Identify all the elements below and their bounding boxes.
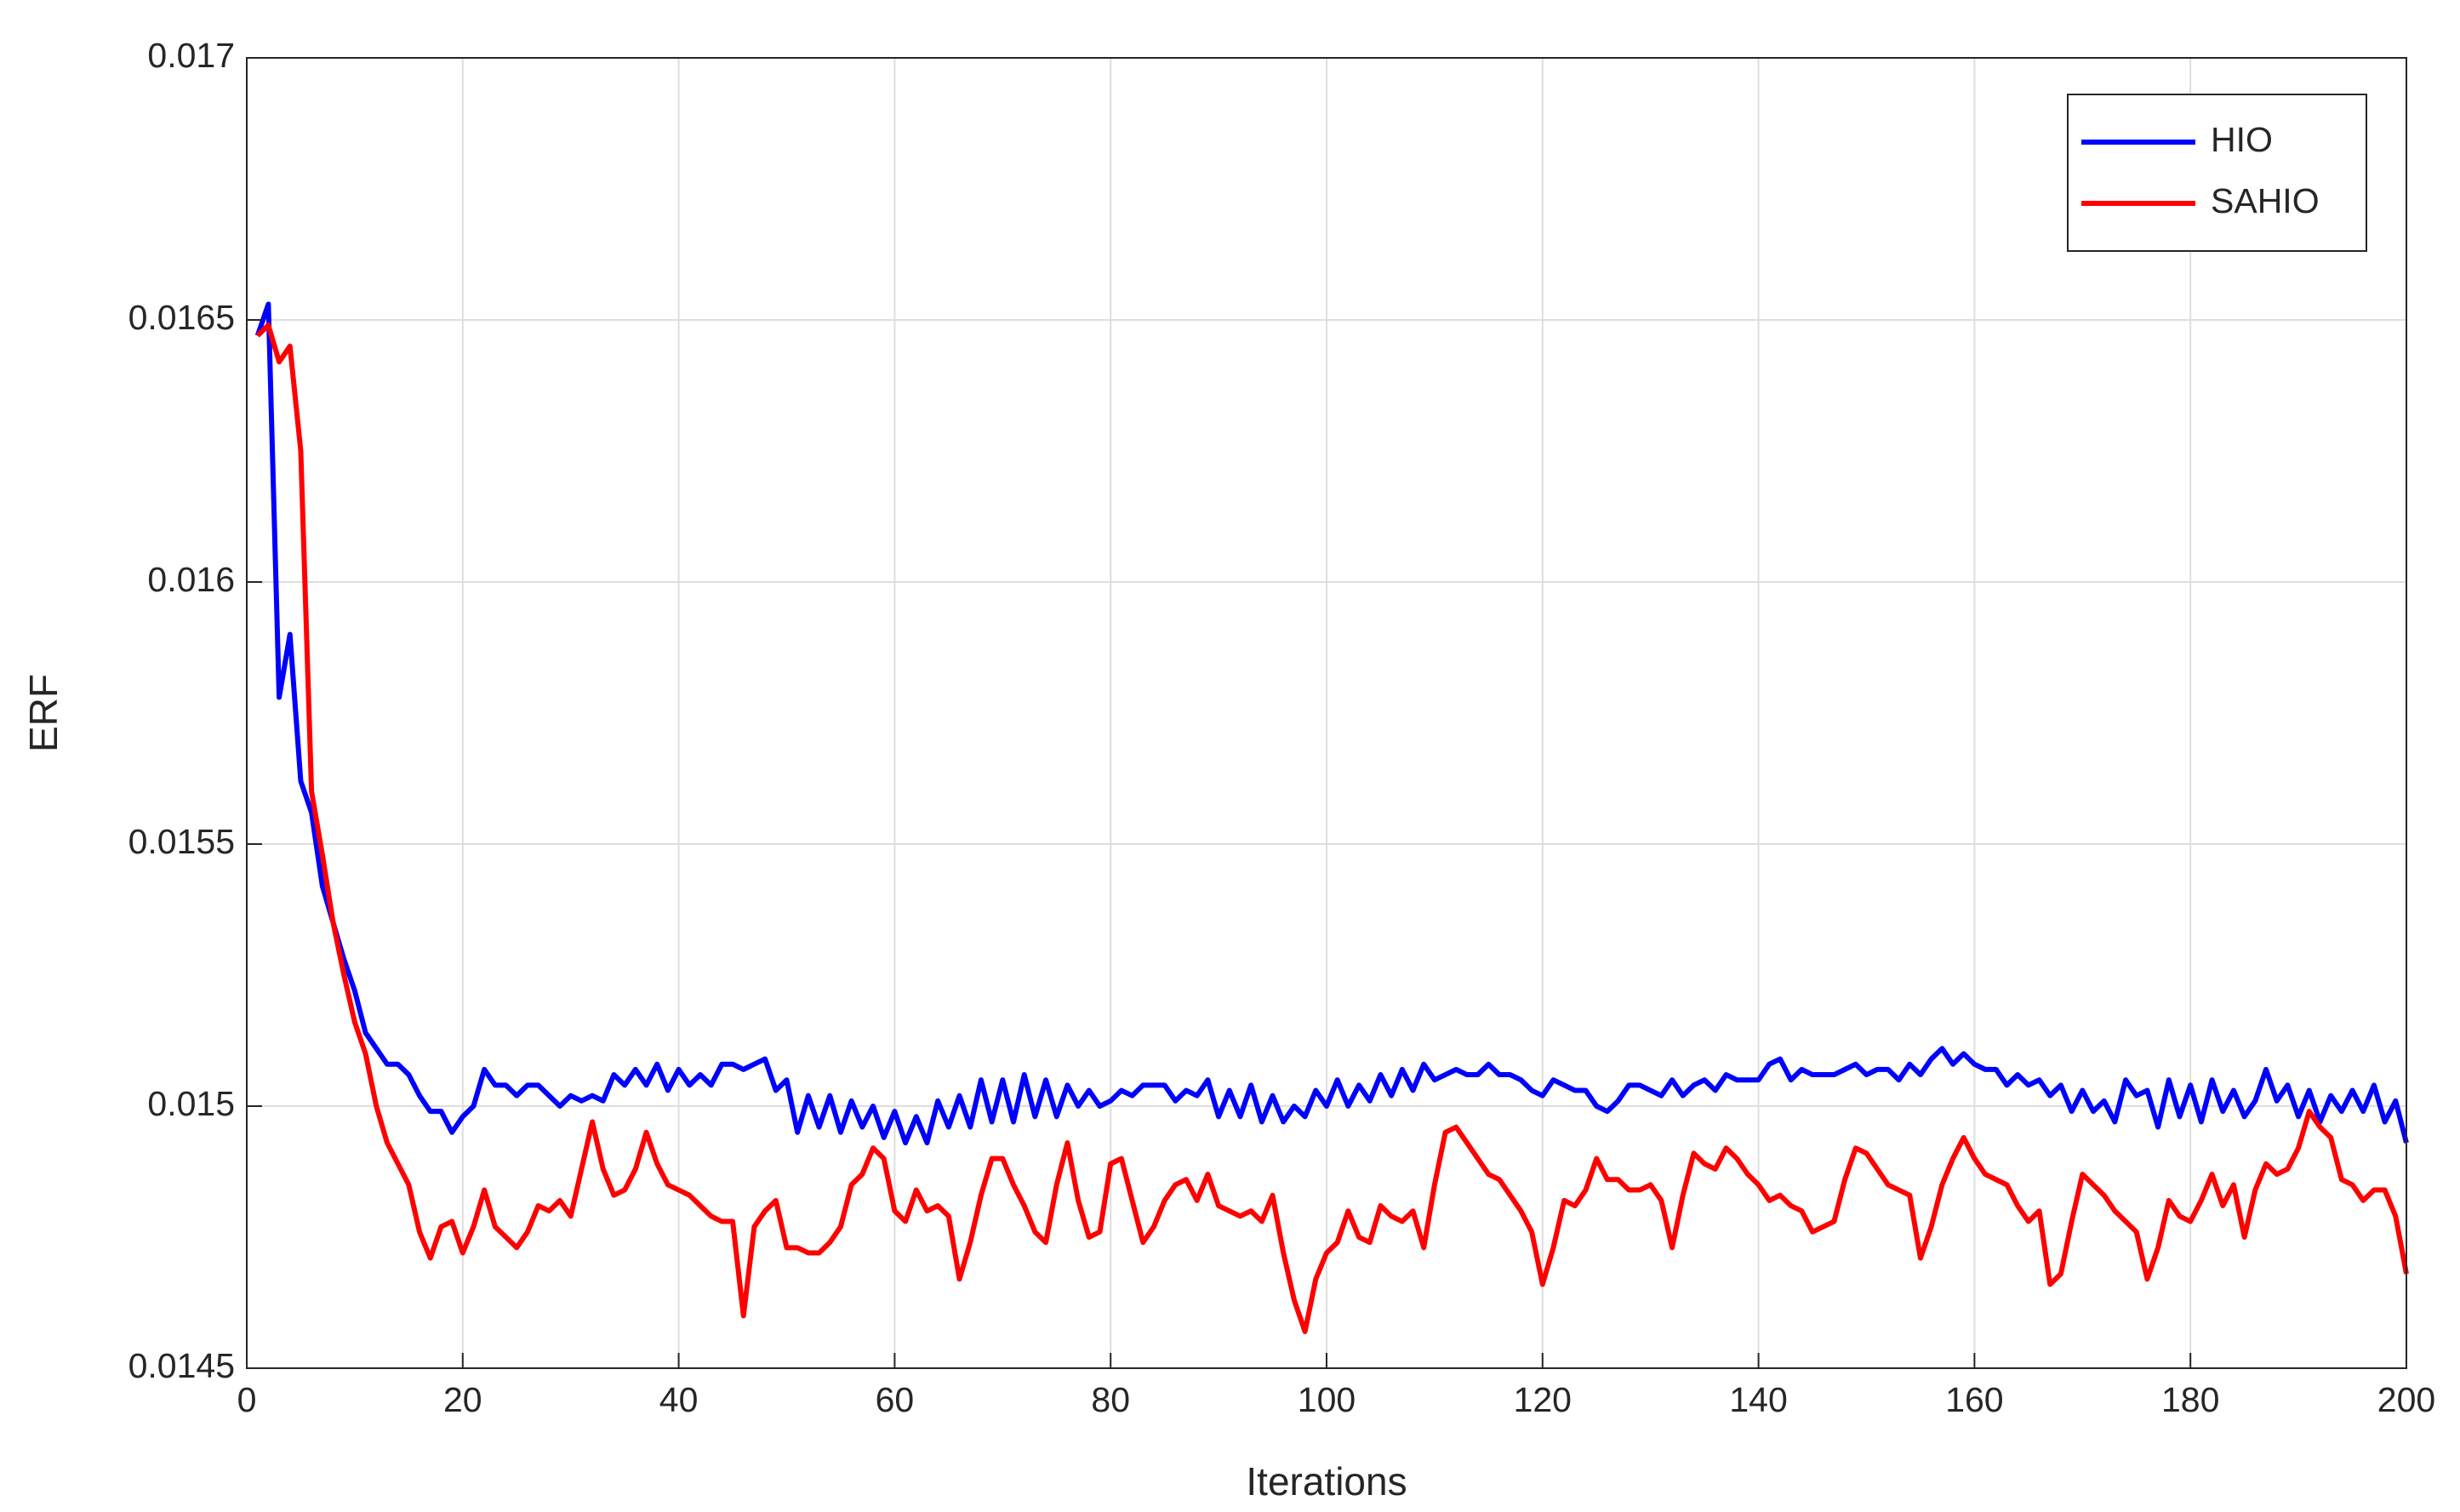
x-tick-label: 180 — [2161, 1380, 2219, 1419]
legend: HIO SAHIO — [2067, 94, 2367, 252]
legend-label: SAHIO — [2211, 181, 2320, 220]
lines — [254, 301, 2409, 1334]
x-tick-label: 140 — [1729, 1380, 1787, 1419]
x-tick-label: 80 — [1091, 1380, 1130, 1419]
y-tick-label: 0.016 — [147, 560, 235, 599]
legend-box — [2067, 94, 2367, 252]
x-tick-label: 0 — [237, 1380, 257, 1419]
series-line — [255, 322, 2409, 1334]
y-tick-label: 0.017 — [147, 36, 235, 75]
x-axis-label: Iterations — [1246, 1459, 1407, 1503]
x-tick-label: 40 — [659, 1380, 699, 1419]
legend-label: HIO — [2211, 120, 2273, 159]
ticks: 0 20 40 60 80 100 120 140 160 180 200 0.0145 0.015 0.… — [128, 36, 2436, 1419]
x-tick-label: 120 — [1514, 1380, 1572, 1419]
x-tick-label: 100 — [1298, 1380, 1356, 1419]
y-tick-label: 0.0145 — [128, 1346, 235, 1385]
x-tick-label: 20 — [443, 1380, 482, 1419]
x-tick-label: 200 — [2377, 1380, 2435, 1419]
y-tick-label: 0.015 — [147, 1084, 235, 1123]
x-tick-label: 60 — [876, 1380, 915, 1419]
y-tick-label: 0.0155 — [128, 822, 235, 861]
y-axis-label: ERF — [21, 674, 66, 752]
series-line — [254, 301, 2409, 1146]
y-tick-label: 0.0165 — [128, 298, 235, 337]
x-tick-label: 160 — [1945, 1380, 2003, 1419]
